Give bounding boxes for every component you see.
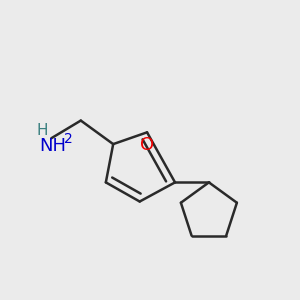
Text: H: H	[37, 123, 48, 138]
Text: NH: NH	[39, 137, 66, 155]
Text: O: O	[140, 136, 154, 154]
Text: 2: 2	[64, 133, 73, 146]
